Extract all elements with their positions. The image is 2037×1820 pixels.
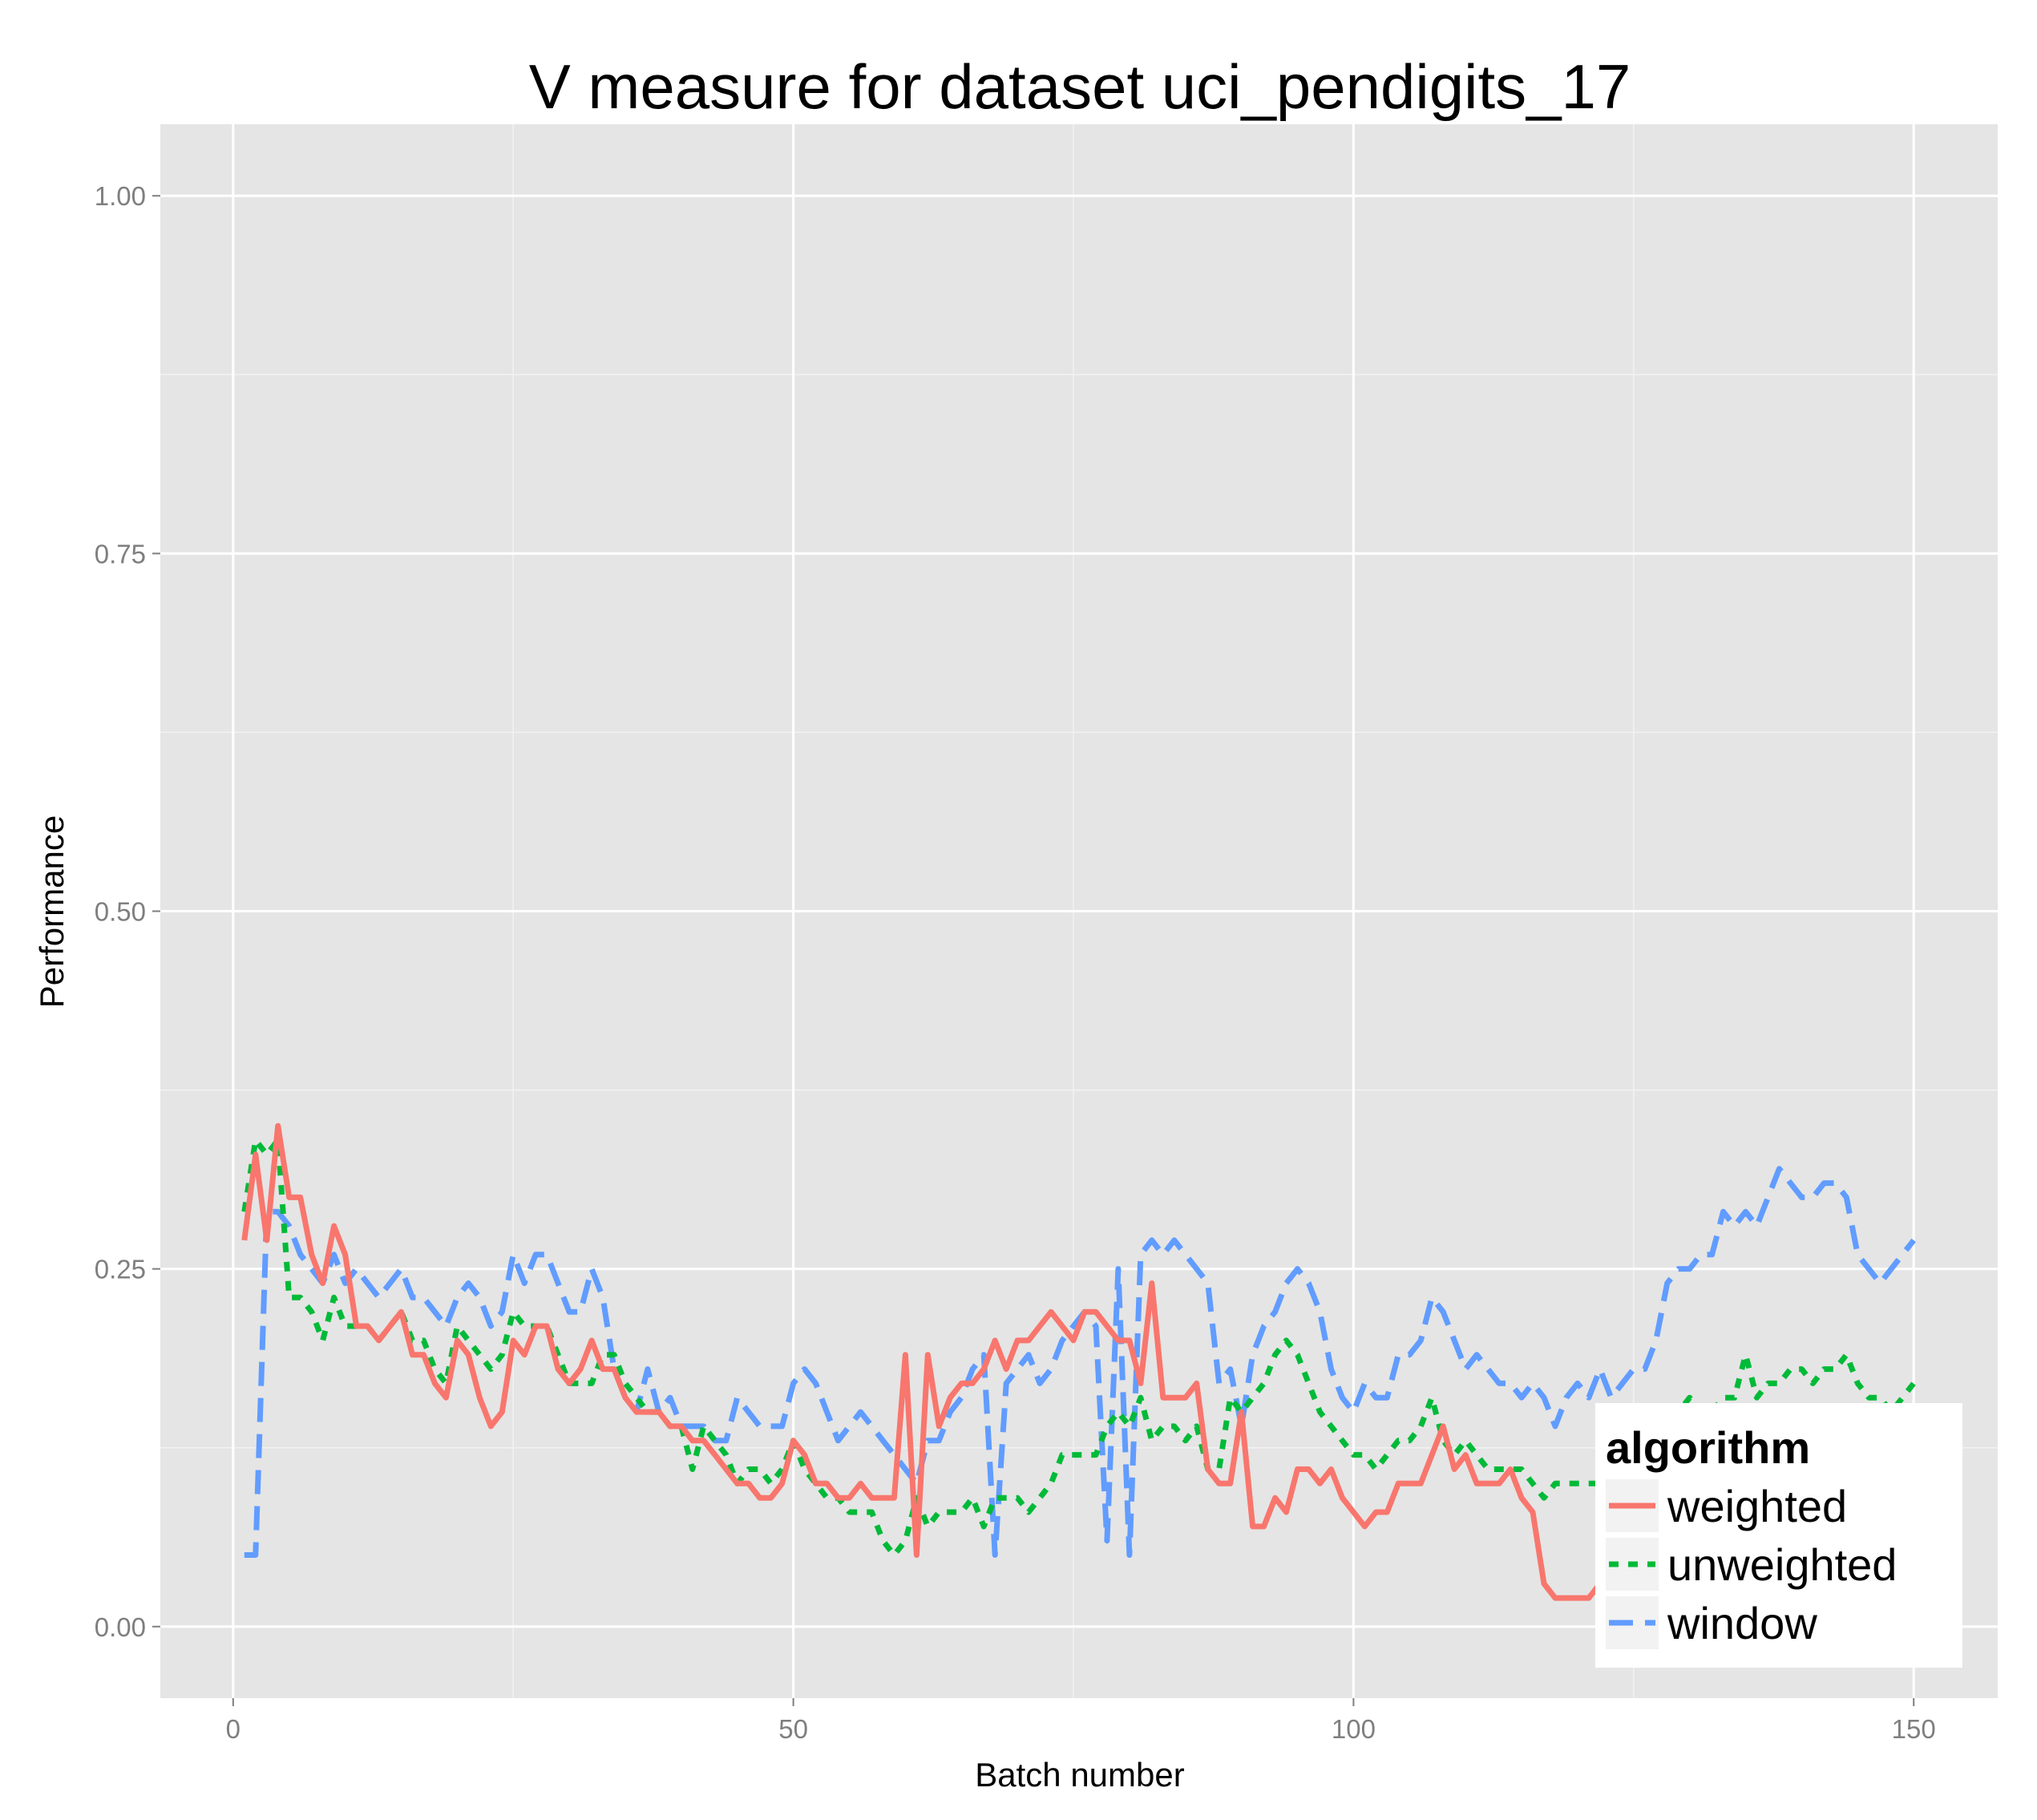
x-tick-label: 50	[778, 1714, 808, 1744]
axes: 0 50 100 150 0.00 0.25 0.50 0.75 1.00	[95, 181, 1936, 1744]
legend-label-window: window	[1667, 1598, 1817, 1648]
x-tick-label: 0	[226, 1714, 240, 1744]
legend: algorithm weighted unweighted window	[1595, 1403, 1962, 1668]
y-tick-label: 0.25	[95, 1255, 146, 1284]
legend-label-weighted: weighted	[1667, 1481, 1847, 1531]
chart-title: V measure for dataset uci_pendigits_17	[529, 51, 1631, 122]
legend-items: weighted unweighted window	[1606, 1479, 1897, 1649]
gridlines	[160, 124, 1998, 1698]
x-tick-label: 150	[1892, 1714, 1936, 1744]
y-tick-label: 1.00	[95, 181, 146, 211]
y-tick-label: 0.75	[95, 539, 146, 568]
y-tick-label: 0.50	[95, 897, 146, 927]
x-axis-title: Batch number	[975, 1756, 1184, 1794]
legend-label-unweighted: unweighted	[1667, 1539, 1897, 1590]
y-axis-title: Performance	[33, 815, 71, 1008]
y-tick-label: 0.00	[95, 1612, 146, 1642]
legend-title: algorithm	[1606, 1422, 1810, 1473]
x-tick-label: 100	[1332, 1714, 1376, 1744]
